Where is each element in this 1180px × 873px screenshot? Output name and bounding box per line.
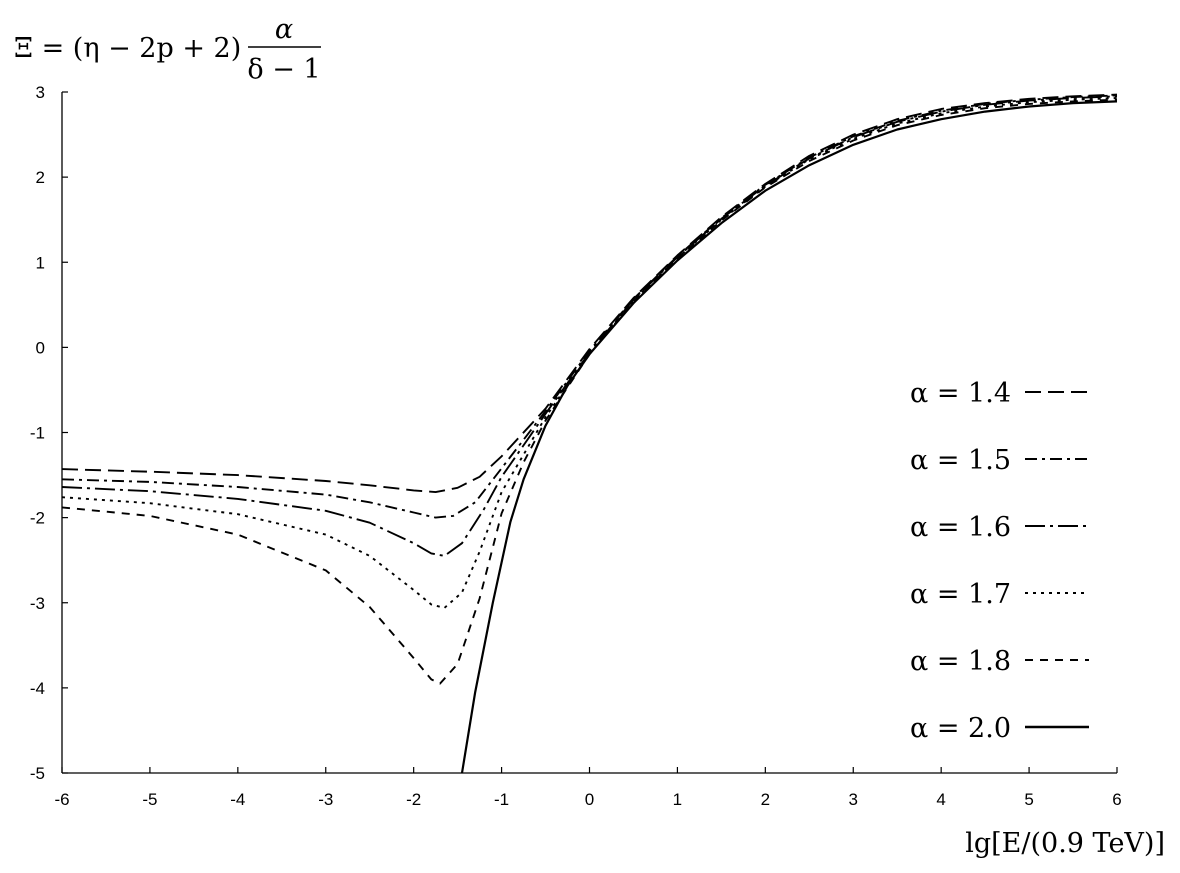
y-tick-label: -2 [30,509,45,528]
y-tick-label: 2 [36,168,45,187]
x-tick-label: 5 [1024,790,1033,809]
series-line-1 [61,93,1118,494]
y-axis-label-lhs: Ξ = (η − 2p + 2) [14,33,241,64]
legend-label: α = 2.0 [910,713,1011,744]
y-tick-label: -5 [30,764,45,783]
legend-entry: α = 1.8 [910,646,1089,677]
y-tick-label: 0 [36,338,45,357]
x-tick-label: 3 [849,790,858,809]
legend-entry: α = 1.4 [910,378,1089,409]
x-axis-label: lg[E/(0.9 TeV)] [965,828,1165,859]
x-tick-label: -1 [494,790,509,809]
legend-entry: α = 1.6 [910,512,1089,543]
series-line-4 [61,97,1118,609]
x-tick-label: 0 [585,790,594,809]
x-tick-label: -3 [318,790,333,809]
series-layer [61,93,1118,774]
x-tick-label: -6 [54,790,69,809]
x-tick-label: -4 [230,790,245,809]
y-axis-label-denominator: δ − 1 [247,54,320,85]
x-tick-label: -2 [406,790,421,809]
x-tick-label: 6 [1112,790,1121,809]
legend-label: α = 1.7 [910,579,1011,610]
series-line-6 [460,100,1118,774]
legend-label: α = 1.6 [910,512,1011,543]
y-tick-label: 3 [36,83,45,102]
legend-entry: α = 1.7 [910,579,1089,610]
legend-entry: α = 2.0 [910,713,1089,744]
y-tick-label: -4 [30,679,45,698]
legend-label: α = 1.8 [910,646,1011,677]
series-line-3 [61,95,1118,557]
axes-layer: -6 -5 -4 -3 -2 -1 0 1 2 3 4 5 6 -5 -4 -3 -2 -1 0 1 2 3 [30,83,1122,809]
x-tick-label: 1 [673,790,682,809]
legend: α = 1.4 α = 1.5 α = 1.6 α = 1.7 α = 1.8 α = 2… [910,378,1089,744]
legend-label: α = 1.4 [910,378,1011,409]
legend-entry: α = 1.5 [910,445,1089,476]
y-axis-label-numerator: α [275,14,293,45]
x-tick-label: -5 [142,790,157,809]
y-axis-label: Ξ = (η − 2p + 2) α δ − 1 [14,14,321,85]
legend-label: α = 1.5 [910,445,1011,476]
x-tick-label: 2 [761,790,770,809]
x-tick-label: 4 [936,790,945,809]
y-tick-label: -3 [30,594,45,613]
y-tick-label: -1 [30,424,45,443]
y-tick-label: 1 [36,253,45,272]
